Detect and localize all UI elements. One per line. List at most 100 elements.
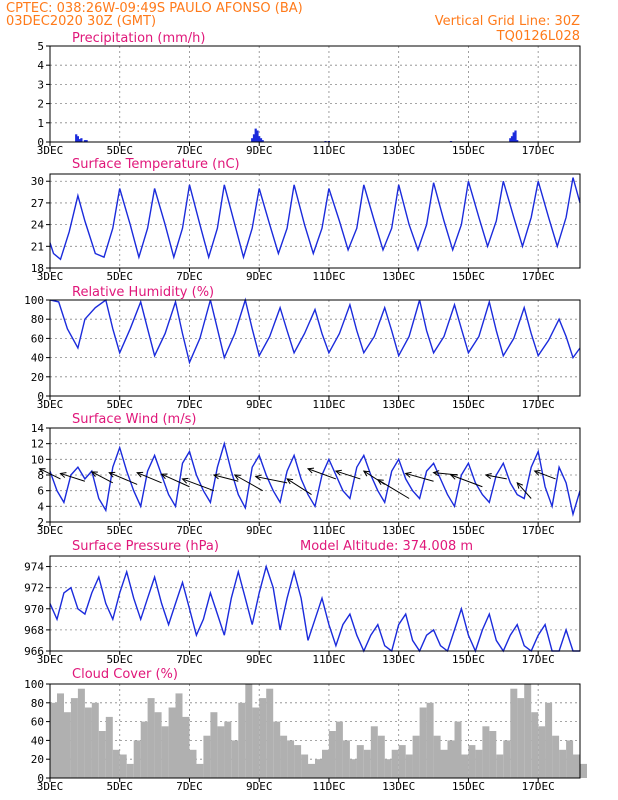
precipitation-ytick-label: 1 [37,117,44,130]
humidity-xtick-label: 15DEC [452,398,485,411]
humidity-xtick-label: 17DEC [522,398,555,411]
cloud-cover-bar [308,763,315,778]
temperature-panel: 18 21 24 27 30 3DEC 5DEC 7DEC 9DEC 11DEC 13DEC 15DE… [31,157,581,283]
cloud-cover-bar [482,726,490,778]
cloud-cover-bar [454,721,462,778]
temperature-xtick-label: 9DEC [246,270,273,283]
cloud-cover-bar [301,754,309,778]
cloud-cover-bar [322,749,329,778]
humidity-ytick-label: 80 [31,313,44,326]
wind-vector-head [404,471,412,478]
wind-vector-head [306,467,315,474]
pressure-xtick-label: 7DEC [176,653,203,666]
humidity-xtick-label: 11DEC [312,398,345,411]
wind-vector-head [376,479,384,485]
header-station: CPTEC: 038:26W-09:49S PAULO AFONSO (BA) [6,1,303,16]
humidity-xtick-label: 7DEC [176,398,203,411]
wind-vector-head [362,470,370,477]
wind-vector [516,482,532,499]
precipitation-bar [75,134,78,142]
cloud-cover-bar [287,740,295,778]
wind-vector-head [212,473,220,480]
cloud-cover-bar [370,726,378,778]
cloud-cover-bar [147,698,155,778]
cloud-cover-bar [545,702,553,778]
wind-vector [60,472,86,482]
pressure-xtick-label: 3DEC [37,653,64,666]
precipitation-ytick-label: 5 [37,40,44,53]
cloud-cover-bar [363,749,371,778]
cloud-cover-title: Cloud Cover (%) [72,667,178,682]
cloud-cover-bar [280,735,288,778]
cloud-cover-bar [384,759,392,778]
pressure-xtick-label: 17DEC [522,653,555,666]
temperature-xtick-label: 7DEC [176,270,203,283]
header-date: 03DEC2020 30Z (GMT) [6,14,156,29]
humidity-ytick-label: 40 [31,352,44,365]
cloud-cover-panel: 0 20 40 60 80 100 3DEC 5DEC 7DEC 9DEC 11DEC 13DEC 15… [24,667,587,793]
cloud-cover-xtick-label: 17DEC [522,780,555,793]
cloud-cover-bar [175,693,183,778]
wind-ytick-label: 10 [31,453,44,466]
humidity-xtick-label: 13DEC [382,398,415,411]
cloud-cover-bar [580,763,587,778]
precipitation-xtick-label: 13DEC [382,144,415,157]
wind-vector-head [516,481,523,489]
wind-xtick-label: 3DEC [37,524,64,537]
precipitation-bar [510,136,514,142]
wind-ytick-label: 12 [31,438,44,451]
cloud-cover-bar [238,702,246,778]
precipitation-bar [514,130,517,142]
wind-vector-head [108,471,116,478]
cloud-cover-bar [426,702,434,778]
precipitation-xtick-label: 15DEC [452,144,485,157]
pressure-frame [49,555,581,652]
precipitation-title: Precipitation (mm/h) [72,31,205,46]
precipitation-ytick-label: 3 [37,78,44,91]
humidity-title: Relative Humidity (%) [72,285,214,300]
humidity-xtick-label: 5DEC [106,398,133,411]
cloud-cover-bar [342,740,350,778]
humidity-frame [49,299,581,397]
cloud-cover-bar [57,693,64,778]
cloud-cover-bar [133,740,141,778]
precipitation-bar [259,138,263,142]
precipitation-frame [49,45,581,143]
cloud-cover-bar [91,702,99,778]
precipitation-bar [516,140,519,142]
pressure-ytick-label: 970 [24,603,44,616]
cloud-cover-bar [189,749,197,778]
cloud-cover-ytick-label: 60 [31,716,44,729]
pressure-xtick-label: 9DEC [246,653,273,666]
wind-vector [161,473,190,488]
temperature-xtick-label: 11DEC [312,270,345,283]
precipitation-xtick-label: 11DEC [312,144,345,157]
wind-vector-head [286,478,294,485]
wind-vector [213,474,239,482]
wind-series-line [49,441,581,517]
pressure-ytick-label: 972 [24,582,44,595]
cloud-cover-ytick-label: 40 [31,734,44,747]
wind-vector [405,472,434,482]
cloud-cover-bar [231,740,239,778]
cloud-cover-bar [391,749,399,778]
cloud-cover-ytick-label: 80 [31,697,44,710]
precipitation-bar [76,136,79,142]
pressure-ytick-label: 966 [24,645,44,658]
cloud-cover-bar [433,735,441,778]
cloud-cover-bar [461,754,469,778]
wind-vector [255,476,288,484]
humidity-series-line [49,297,581,365]
temperature-ytick-label: 30 [31,175,44,188]
cloud-cover-bar [440,749,448,778]
wind-vector [136,472,162,484]
precipitation-bar [83,140,86,142]
wind-vector-head [334,469,342,476]
precipitation-xtick-label: 17DEC [522,144,555,157]
cloud-cover-bar [196,763,204,778]
cloud-cover-xtick-label: 7DEC [176,780,203,793]
cloud-cover-bar [217,726,225,778]
cloud-cover-bar [161,726,169,778]
cloud-cover-bar [517,698,525,778]
